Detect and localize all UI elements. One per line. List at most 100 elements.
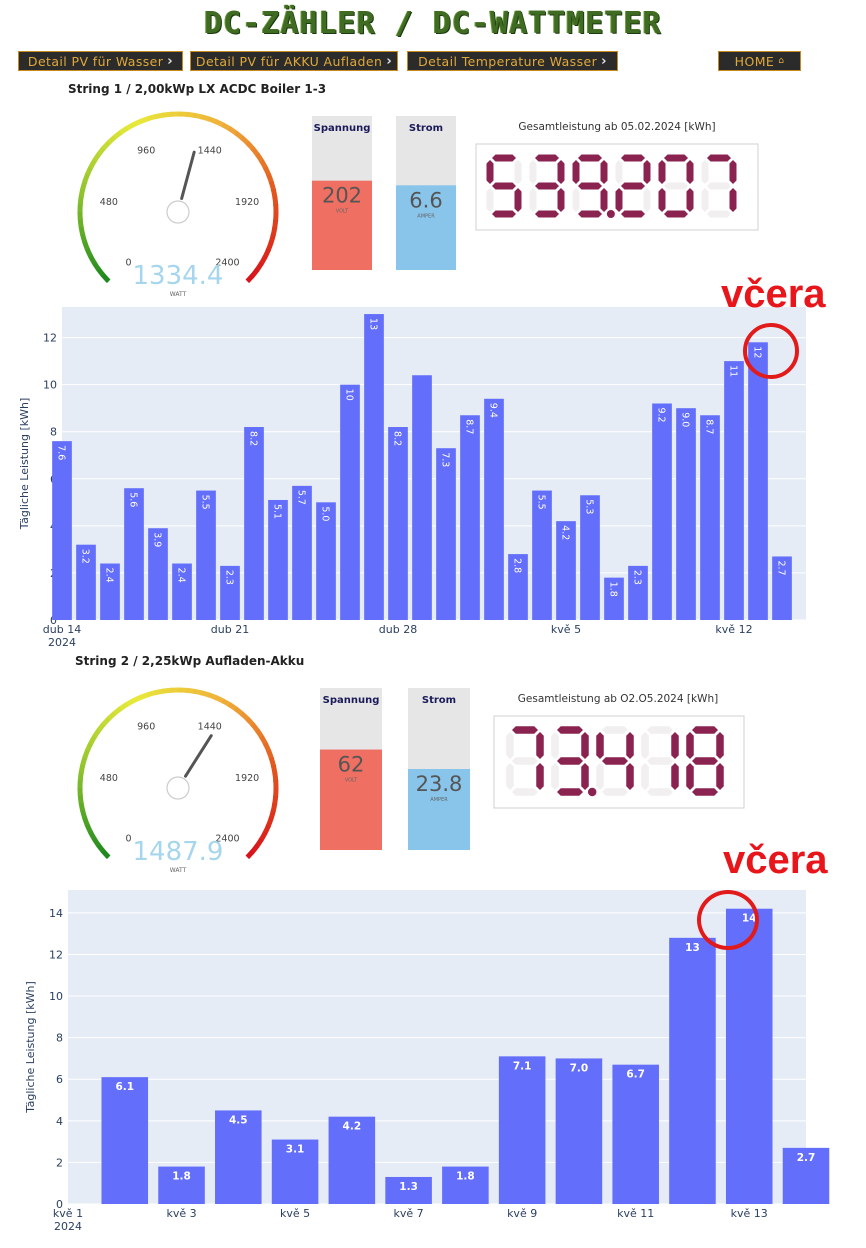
bar-value-label: 5.0 (320, 506, 331, 521)
chart-bar (700, 415, 720, 620)
seven-segment-c (515, 188, 522, 212)
home-label: HOME (735, 54, 775, 69)
bar-value-label: 4.2 (560, 525, 571, 540)
y-tick-label: 12 (49, 948, 63, 961)
chart-bar (436, 448, 456, 620)
seven-segment-a (692, 726, 718, 734)
bar-value-label: 11 (728, 365, 739, 377)
y-tick-label: 4 (56, 1115, 63, 1128)
chart-bar (724, 361, 744, 620)
chart-bar (652, 403, 672, 620)
bar-value-label: 5.6 (128, 492, 139, 507)
bar-value-label: 5.1 (272, 504, 283, 519)
seven-segment-g (647, 757, 673, 765)
seven-segment-c (601, 188, 608, 212)
bar-value-label: 1.8 (608, 582, 619, 597)
chevron-right-icon: › (601, 54, 607, 69)
indicator-value: 23.8 (416, 772, 463, 796)
indicator-value: 202 (322, 184, 362, 208)
chart-bar (460, 415, 480, 620)
detail-temperature-button[interactable]: Detail Temperature Wasser › (407, 51, 618, 71)
chart-bar (726, 909, 773, 1204)
seven-segment-g (492, 183, 516, 190)
chart-bar (612, 1065, 659, 1204)
page-title: DC-ZÄHLER / DC-WATTMETER (0, 6, 866, 41)
bar-value-label: 4.5 (229, 1114, 248, 1126)
x-tick-label: kvě 3 (166, 1207, 196, 1220)
chart-bar (532, 491, 552, 620)
gauge-tick-label: 1440 (198, 146, 222, 157)
seven-segment-g (707, 183, 731, 190)
x-tick-label: dub 21 (211, 623, 249, 636)
y-tick-label: 2 (56, 1156, 63, 1169)
seven-segment-f (530, 160, 537, 184)
seven-segment-e (616, 188, 623, 212)
bar-value-label: 7.6 (56, 445, 67, 460)
total-label: Gesamtleistung ab 05.02.2024 [kWh] (518, 121, 715, 133)
detail-pv-wasser-button[interactable]: Detail PV für Wasser › (18, 51, 183, 71)
string1-total-display: Gesamtleistung ab 05.02.2024 [kWh]539.20… (472, 116, 768, 232)
chart-bar (340, 385, 360, 620)
seven-segment-a (621, 155, 645, 162)
y-tick-label: 6 (56, 1073, 63, 1086)
bar-value-label: 7.1 (513, 1060, 532, 1072)
bar-value-label: 2.4 (104, 568, 115, 583)
x-tick-year-label: 2024 (48, 636, 76, 648)
bar-value-label: 3.1 (286, 1144, 305, 1156)
gauge-tick-label: 0 (125, 833, 131, 844)
seven-segment-e (551, 763, 559, 790)
seven-segment-g (664, 183, 688, 190)
bar-value-label: 1.8 (172, 1171, 191, 1183)
seven-segment-a (647, 726, 673, 734)
string1-current-indicator: Strom6.6AMPER (396, 116, 456, 272)
seven-segment-c (581, 763, 589, 790)
gauge-tick-label: 1920 (235, 773, 259, 784)
detail-pv-akku-label: Detail PV für AKKU Aufladen (196, 54, 382, 69)
seven-segment-g (602, 757, 628, 765)
chevron-right-icon: › (386, 54, 392, 69)
seven-segment-e (487, 188, 494, 212)
detail-temperature-label: Detail Temperature Wasser (418, 54, 597, 69)
home-button[interactable]: HOME ⌂ (718, 51, 801, 71)
seven-segment-f (641, 732, 649, 759)
x-tick-label: kvě 5 (551, 623, 581, 636)
string2-current-indicator: Strom23.8AMPER (408, 688, 470, 852)
bar-value-label: 5.5 (200, 495, 211, 510)
bar-value-label: 5.5 (536, 495, 547, 510)
total-label: Gesamtleistung ab O2.O5.2024 [kWh] (518, 693, 718, 705)
bar-value-label: 9.4 (488, 403, 499, 418)
seven-segment-g (557, 757, 583, 765)
seven-segment-d (602, 788, 628, 796)
bar-value-label: 3.9 (152, 532, 163, 547)
gauge-tick-label: 0 (125, 257, 131, 268)
detail-pv-akku-button[interactable]: Detail PV für AKKU Aufladen › (190, 51, 398, 71)
seven-segment-a (578, 155, 602, 162)
x-tick-label: dub 28 (379, 623, 417, 636)
y-tick-label: 8 (50, 426, 57, 439)
bar-value-label: 2.3 (224, 570, 235, 585)
seven-segment-d (692, 788, 718, 796)
gauge-tick-label: 960 (137, 722, 155, 733)
gauge-arc-segment (247, 276, 252, 282)
seven-segment-b (536, 732, 544, 759)
gauge-unit: WATT (170, 867, 187, 874)
seven-segment-g (512, 757, 538, 765)
gauge-needle (185, 736, 211, 777)
chart-bar (499, 1056, 546, 1204)
x-tick-label: kvě 12 (715, 623, 752, 636)
seven-segment-f (596, 732, 604, 759)
indicator-label: Strom (409, 123, 443, 134)
seven-segment-e (573, 188, 580, 212)
chart-bar (388, 427, 408, 620)
y-axis-label: Tägliche Leistung [kWh] (18, 398, 31, 531)
chart-bar (52, 441, 72, 620)
seven-segment-g (578, 183, 602, 190)
bar-value-label: 8.7 (464, 419, 475, 434)
seven-segment-d (707, 211, 731, 218)
seven-segment-c (671, 763, 679, 790)
gauge-value: 1487.9 (133, 837, 224, 867)
seven-segment-e (530, 188, 537, 212)
y-tick-label: 10 (43, 379, 57, 392)
indicator-label: Strom (422, 695, 456, 706)
